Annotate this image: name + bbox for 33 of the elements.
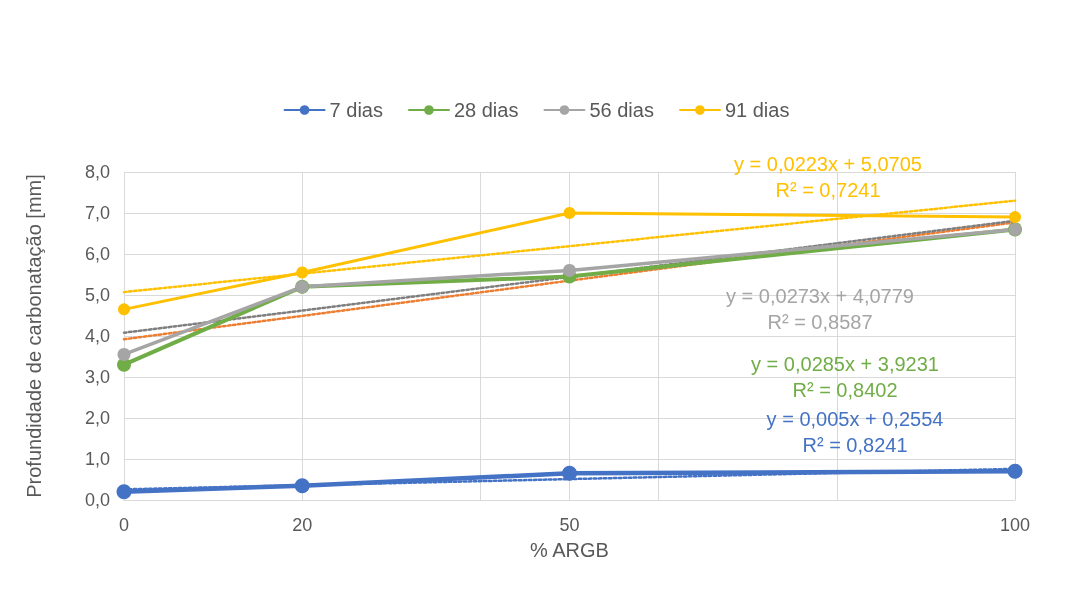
- legend-label: 56 dias: [589, 99, 654, 121]
- point: [1009, 211, 1021, 224]
- point: [1007, 463, 1023, 479]
- legend-label: 28 dias: [453, 99, 519, 121]
- point: [118, 303, 130, 316]
- point: [117, 347, 131, 361]
- point: [116, 484, 132, 500]
- annotation: y = 0,0223x + 5,0705 R² = 0,7241: [734, 153, 922, 201]
- x-tick-label: 20: [292, 515, 313, 535]
- x-tick-label: 0: [118, 515, 130, 535]
- y-tick-label: 7,0: [84, 203, 110, 223]
- annotation: y = 0,005x + 0,2554 R² = 0,8241: [766, 408, 944, 456]
- point: [563, 207, 576, 219]
- y-tick-label: 3,0: [84, 367, 110, 387]
- annotation: y = 0,0285x + 3,9231 R² = 0,8402: [751, 353, 939, 401]
- x-tick-label: 50: [559, 515, 580, 535]
- y-tick-label: 1,0: [84, 449, 110, 469]
- y-tick-label: 8,0: [84, 162, 110, 182]
- y-tick-label: 2,0: [84, 408, 110, 428]
- y-tick-label: 6,0: [84, 244, 110, 264]
- point: [562, 465, 577, 481]
- y-tick-label: 0,0: [84, 490, 110, 510]
- y-axis-title: Profundidade de carbonatação [mm]: [23, 174, 45, 498]
- x-tick-label: 100: [999, 515, 1031, 535]
- legend-label: 7 dias: [329, 99, 383, 121]
- legend-label: 91 dias: [724, 99, 790, 121]
- annotation: y = 0,0273x + 4,0779 R² = 0,8587: [726, 285, 914, 333]
- point: [296, 266, 309, 279]
- y-tick-label: 4,0: [84, 326, 110, 346]
- point: [563, 263, 576, 277]
- point: [294, 478, 310, 494]
- y-tick-label: 5,0: [84, 285, 110, 305]
- x-axis-title: % ARGB: [530, 539, 609, 561]
